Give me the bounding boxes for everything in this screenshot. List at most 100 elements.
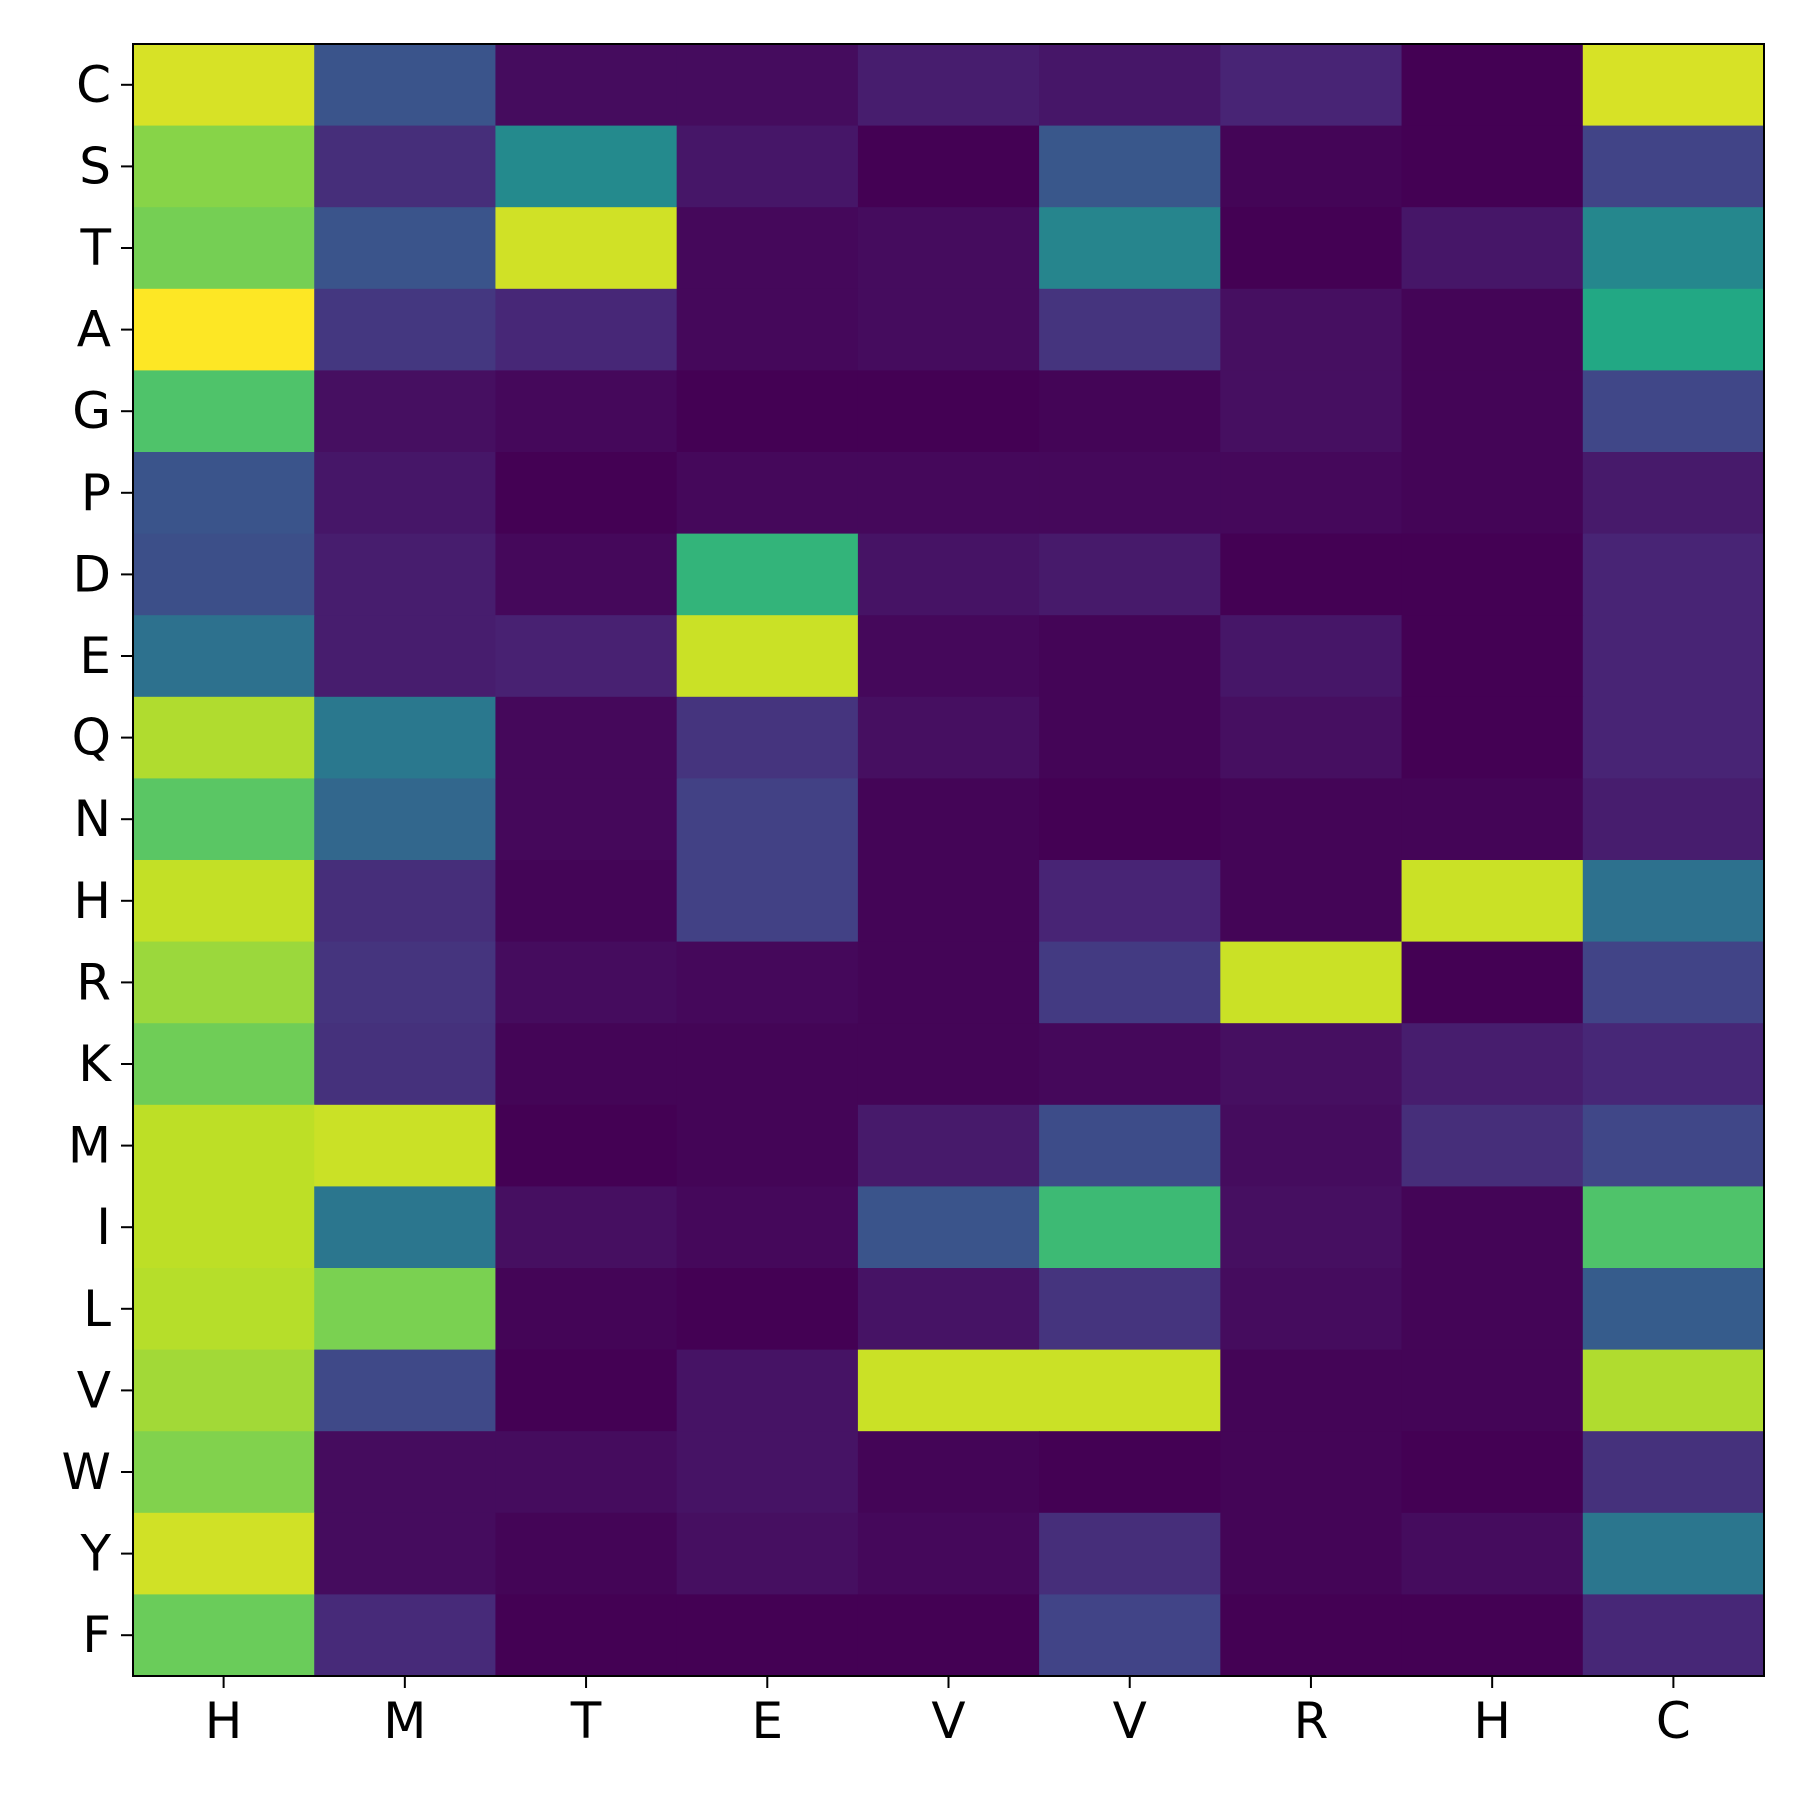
heatmap-cell-V-1	[314, 1349, 497, 1432]
heatmap-cell-K-3	[676, 1023, 859, 1106]
heatmap-cell-D-1	[314, 533, 497, 616]
heatmap-cell-H-7	[1401, 860, 1584, 943]
heatmap-cell-Q-3	[676, 696, 859, 779]
heatmap-cell-M-1	[314, 1104, 497, 1187]
heatmap-cell-P-3	[676, 452, 859, 535]
heatmap-cell-G-4	[857, 370, 1040, 453]
heatmap-cell-P-4	[857, 452, 1040, 535]
heatmap-cell-R-1	[314, 941, 497, 1024]
heatmap-cell-V-3	[676, 1349, 859, 1432]
heatmap-cell-S-6	[1220, 125, 1403, 208]
heatmap-cell-W-5	[1039, 1431, 1221, 1514]
heatmap-cell-A-8	[1582, 288, 1765, 371]
heatmap-cell-Y-7	[1401, 1512, 1584, 1595]
heatmap-cell-R-5	[1039, 941, 1221, 1024]
heatmap-cell-K-7	[1401, 1023, 1584, 1106]
heatmap-cell-N-1	[314, 778, 497, 861]
heatmap-cell-K-4	[857, 1023, 1040, 1106]
heatmap-cell-D-8	[1582, 533, 1765, 616]
heatmap-cell-S-3	[676, 125, 859, 208]
heatmap-cell-L-0	[133, 1268, 315, 1351]
heatmap-cell-F-2	[495, 1594, 678, 1677]
heatmap-cell-D-6	[1220, 533, 1403, 616]
heatmap-cell-H-1	[314, 860, 497, 943]
heatmap-cell-H-0	[133, 860, 315, 943]
y-tick-label-K: K	[78, 1035, 112, 1093]
heatmap-cell-Q-4	[857, 696, 1040, 779]
heatmap-cell-Y-1	[314, 1512, 497, 1595]
heatmap-cell-N-6	[1220, 778, 1403, 861]
heatmap-cell-S-0	[133, 125, 315, 208]
x-tick-label-6: R	[1294, 1692, 1329, 1750]
heatmap-cell-Y-0	[133, 1512, 315, 1595]
heatmap-cell-M-6	[1220, 1104, 1403, 1187]
x-tick-label-7: H	[1473, 1692, 1511, 1750]
heatmap-cell-F-0	[133, 1594, 315, 1677]
heatmap-cell-G-6	[1220, 370, 1403, 453]
heatmap-cell-G-1	[314, 370, 497, 453]
heatmap-cell-S-8	[1582, 125, 1765, 208]
x-tick-label-8: C	[1656, 1692, 1691, 1750]
heatmap-cell-A-2	[495, 288, 678, 371]
heatmap-cell-S-5	[1039, 125, 1221, 208]
heatmap-cell-P-8	[1582, 452, 1765, 535]
heatmap-cell-D-2	[495, 533, 678, 616]
heatmap-cell-F-5	[1039, 1594, 1221, 1677]
heatmap-cell-R-3	[676, 941, 859, 1024]
heatmap-cell-D-5	[1039, 533, 1221, 616]
heatmap-cell-P-7	[1401, 452, 1584, 535]
heatmap-cell-R-2	[495, 941, 678, 1024]
heatmap-cell-W-0	[133, 1431, 315, 1514]
heatmap-cell-E-2	[495, 615, 678, 698]
y-tick-label-M: M	[68, 1117, 111, 1175]
heatmap-cell-C-1	[314, 44, 497, 127]
heatmap-cell-I-2	[495, 1186, 678, 1269]
heatmap-cell-Q-6	[1220, 696, 1403, 779]
heatmap-cell-T-6	[1220, 207, 1403, 290]
y-tick-label-Y: Y	[79, 1525, 111, 1583]
y-tick-label-S: S	[79, 137, 111, 195]
y-tick-label-H: H	[73, 872, 111, 930]
heatmap-cell-K-6	[1220, 1023, 1403, 1106]
heatmap-cell-S-4	[857, 125, 1040, 208]
heatmap-cell-E-3	[676, 615, 859, 698]
heatmap-cell-C-5	[1039, 44, 1221, 127]
heatmap-cell-V-4	[857, 1349, 1040, 1432]
heatmap-cell-G-5	[1039, 370, 1221, 453]
heatmap-cell-I-4	[857, 1186, 1040, 1269]
heatmap-cell-T-8	[1582, 207, 1765, 290]
heatmap-cell-Y-5	[1039, 1512, 1221, 1595]
heatmap-cell-Y-3	[676, 1512, 859, 1595]
heatmap-cell-E-4	[857, 615, 1040, 698]
heatmap-cell-E-8	[1582, 615, 1765, 698]
heatmap-cell-F-8	[1582, 1594, 1765, 1677]
heatmap-cell-F-4	[857, 1594, 1040, 1677]
x-tick-label-5: V	[1113, 1692, 1147, 1750]
heatmap-cell-K-8	[1582, 1023, 1765, 1106]
heatmap-cell-E-7	[1401, 615, 1584, 698]
heatmap-cell-P-5	[1039, 452, 1221, 535]
heatmap-cell-F-1	[314, 1594, 497, 1677]
heatmap-cell-K-5	[1039, 1023, 1221, 1106]
y-tick-label-V: V	[77, 1361, 111, 1419]
heatmap-cell-P-0	[133, 452, 315, 535]
heatmap-cell-C-8	[1582, 44, 1765, 127]
heatmap-cell-M-7	[1401, 1104, 1584, 1187]
heatmap-cell-S-7	[1401, 125, 1584, 208]
heatmap-cell-K-1	[314, 1023, 497, 1106]
heatmap-cell-G-3	[676, 370, 859, 453]
heatmap-cell-H-4	[857, 860, 1040, 943]
heatmap-cell-W-6	[1220, 1431, 1403, 1514]
heatmap-cell-T-3	[676, 207, 859, 290]
heatmap-cell-E-1	[314, 615, 497, 698]
heatmap-cell-A-7	[1401, 288, 1584, 371]
heatmap-cell-K-2	[495, 1023, 678, 1106]
heatmap-cell-Y-8	[1582, 1512, 1765, 1595]
heatmap-cell-W-7	[1401, 1431, 1584, 1514]
y-tick-label-A: A	[77, 301, 111, 359]
heatmap-cell-C-0	[133, 44, 315, 127]
heatmap-cell-V-8	[1582, 1349, 1765, 1432]
